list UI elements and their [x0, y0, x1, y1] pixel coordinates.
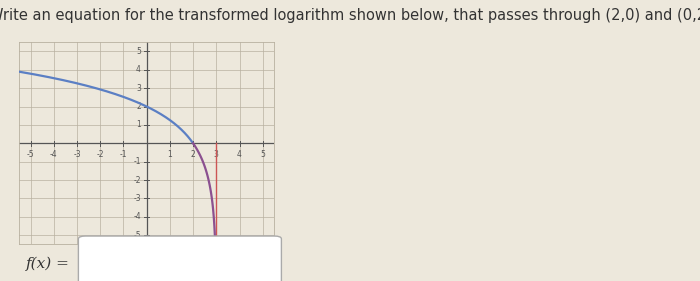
Text: -2: -2 [97, 150, 104, 159]
Text: -3: -3 [74, 150, 80, 159]
Text: -1: -1 [133, 157, 141, 166]
Text: 4: 4 [237, 150, 242, 159]
Text: 1: 1 [167, 150, 172, 159]
Text: -1: -1 [120, 150, 127, 159]
Text: 4: 4 [136, 65, 141, 74]
Text: 2: 2 [190, 150, 195, 159]
Text: -5: -5 [133, 231, 141, 240]
Text: 3: 3 [214, 150, 219, 159]
Text: 2: 2 [136, 102, 141, 111]
Text: Write an equation for the transformed logarithm shown below, that passes through: Write an equation for the transformed lo… [0, 8, 700, 23]
Text: -3: -3 [133, 194, 141, 203]
Text: -2: -2 [133, 176, 141, 185]
Text: f(x) =: f(x) = [26, 257, 70, 271]
Text: 5: 5 [136, 47, 141, 56]
Text: -5: -5 [27, 150, 34, 159]
Text: 3: 3 [136, 84, 141, 93]
Text: -4: -4 [50, 150, 57, 159]
Text: 1: 1 [136, 121, 141, 130]
Text: -4: -4 [133, 212, 141, 221]
Text: 5: 5 [260, 150, 265, 159]
